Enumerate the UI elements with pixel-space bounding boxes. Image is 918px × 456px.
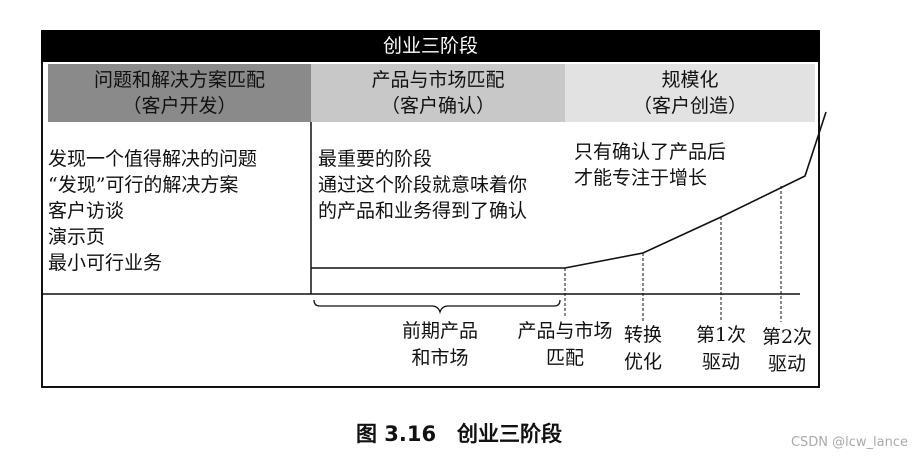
milestone-line: 前期产品 xyxy=(401,320,478,342)
desc-line: 发现一个值得解决的问题 xyxy=(48,148,258,170)
growth-curve xyxy=(311,111,827,269)
phase-1-sub: （客户开发） xyxy=(122,95,237,117)
phase-1-description: 发现一个值得解决的问题 “发现”可行的解决方案 客户访谈 演示页 最小可行业务 xyxy=(48,146,257,276)
phase-3-sub: （客户创造） xyxy=(632,95,747,117)
desc-line: 客户访谈 xyxy=(48,200,125,222)
desc-line: 最重要的阶段 xyxy=(318,148,433,170)
milestone-line: 转换 xyxy=(623,324,662,346)
phase-1-header: 问题和解决方案匹配 （客户开发） xyxy=(48,64,311,122)
milestone-line: 和市场 xyxy=(411,347,469,369)
desc-line: 只有确认了产品后 xyxy=(574,141,727,163)
desc-line: 才能专注于增长 xyxy=(574,167,708,189)
watermark: CSDN @lcw_lance xyxy=(790,435,908,450)
milestone-line: 第2次 xyxy=(761,326,813,348)
desc-line: 通过这个阶段就意味着你 xyxy=(318,174,528,196)
milestone-drive-2: 第2次 驱动 xyxy=(752,324,822,378)
milestone-line: 第1次 xyxy=(695,324,747,346)
desc-line: 的产品和业务得到了确认 xyxy=(318,200,528,222)
milestone-line: 驱动 xyxy=(701,351,740,373)
phase-3-description: 只有确认了产品后 才能专注于增长 xyxy=(574,139,726,191)
figure-caption: 图 3.16 创业三阶段 xyxy=(355,422,563,446)
phase-2-sub: （客户确认） xyxy=(380,95,495,117)
desc-line: 演示页 xyxy=(48,226,106,248)
phase-3-header: 规模化 （客户创造） xyxy=(565,64,815,122)
milestone-pmf: 产品与市场 匹配 xyxy=(505,318,625,372)
phase-3-name: 规模化 xyxy=(661,69,719,91)
milestone-conversion: 转换 优化 xyxy=(618,322,668,376)
milestone-line: 匹配 xyxy=(545,347,584,369)
phase-2-header: 产品与市场匹配 （客户确认） xyxy=(311,64,565,122)
phase-1-name: 问题和解决方案匹配 xyxy=(93,69,265,91)
milestone-line: 优化 xyxy=(623,351,662,373)
phase-2-description: 最重要的阶段 通过这个阶段就意味着你 的产品和业务得到了确认 xyxy=(318,146,527,224)
desc-line: 最小可行业务 xyxy=(48,252,163,274)
milestone-drive-1: 第1次 驱动 xyxy=(686,322,756,376)
diagram-title: 创业三阶段 xyxy=(41,30,820,62)
desc-line: “发现”可行的解决方案 xyxy=(48,174,239,196)
milestone-early-product: 前期产品 和市场 xyxy=(380,318,500,372)
milestone-ticks xyxy=(564,186,782,322)
milestone-line: 产品与市场 xyxy=(517,320,613,342)
milestone-line: 驱动 xyxy=(767,353,806,375)
brace xyxy=(313,299,561,315)
phase-2-name: 产品与市场匹配 xyxy=(371,69,505,91)
